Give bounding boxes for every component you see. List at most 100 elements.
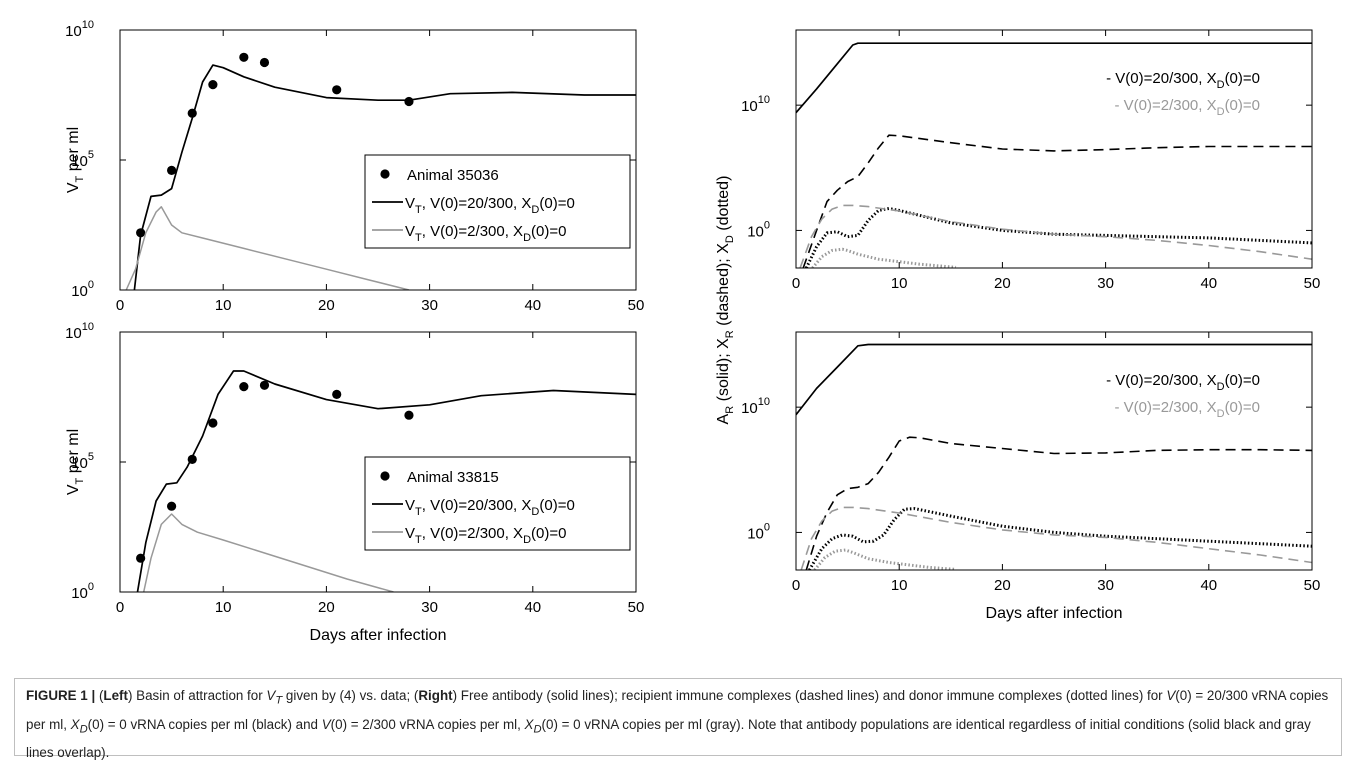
x-tick-label: 20: [318, 599, 335, 616]
y-tick-label: 1010: [65, 321, 94, 342]
x-tick-label: 10: [891, 275, 908, 292]
series-line-dotted: [811, 247, 957, 268]
panel-left-bottom: 0 10 20 30 40 50 100 105 1010 Days after infectio…: [65, 321, 644, 644]
caption-text: (: [98, 688, 104, 703]
caption-text: given by (4) vs. data; (: [282, 688, 419, 703]
series-line-line: [142, 513, 394, 592]
data-point: [332, 389, 342, 399]
caption-text: (0) = 0 vRNA copies per ml (black) and: [87, 716, 322, 732]
legend-box: [364, 456, 631, 551]
x-tick-label: 50: [1304, 275, 1321, 292]
caption-text: (0) = 0 vRNA copies per ml (gray). Note …: [26, 716, 1311, 761]
y-tick-label: 1010: [741, 396, 770, 417]
data-point: [167, 501, 177, 511]
series-line-dashed: [800, 506, 1312, 570]
panel-left-top: 0 10 20 30 40 50 100 105 1010 VT per ml Animal 350…: [65, 19, 644, 314]
data-point: [239, 382, 249, 392]
caption-box: [14, 678, 1342, 756]
data-point: [404, 410, 414, 420]
x-tick-label: 10: [891, 577, 908, 594]
x-tick-label: 40: [1200, 577, 1217, 594]
y-tick-label: 105: [71, 149, 94, 170]
x-tick-label: 30: [421, 297, 438, 314]
legend-label: VT, V(0)=2/300, XD(0)=0: [405, 525, 566, 546]
series-line-line: [136, 370, 636, 592]
caption-math: D: [79, 723, 88, 736]
caption-math: V: [1166, 688, 1176, 703]
x-tick-label: 40: [524, 599, 541, 616]
caption-text: (0) = 20/300 vRNA copies per ml,: [26, 688, 1329, 732]
figure-caption: FIGURE 1 | (Left) Basin of attraction fo…: [26, 684, 1336, 764]
caption-text: ) Free antibody (solid lines); recipient…: [452, 688, 1167, 703]
plot-frame: [795, 29, 1313, 269]
legend-label: VT, V(0)=20/300, XD(0)=0: [405, 497, 575, 518]
caption-right-label: Right: [418, 688, 453, 703]
x-tick-label: 30: [1097, 275, 1114, 292]
legend-label: Animal 35036: [407, 167, 499, 184]
series-group: [796, 42, 1312, 268]
data-point: [404, 96, 414, 107]
series-line-dotted: [804, 207, 1312, 268]
x-tick-label: 40: [524, 297, 541, 314]
series-line-dashed: [805, 436, 1312, 570]
legend-label: VT, V(0)=20/300, XD(0)=0: [405, 195, 575, 216]
caption-math: T: [275, 694, 283, 707]
x-tick-label: 40: [1200, 275, 1217, 292]
legend-label: - V(0)=2/300, XD(0)=0: [1114, 97, 1260, 118]
series-line-line: [133, 64, 636, 290]
series-line-dotted: [813, 548, 957, 570]
y-tick-label: 100: [747, 521, 770, 542]
legend-label: - V(0)=2/300, XD(0)=0: [1114, 399, 1260, 420]
series-group: [136, 370, 636, 592]
caption-figure-label: FIGURE 1 |: [26, 688, 99, 703]
right-y-axis-label: AR (solid); XR (dashed); XD (dotted): [715, 176, 736, 425]
x-tick-label: 30: [1097, 577, 1114, 594]
x-tick-label: 10: [215, 297, 232, 314]
data-point: [167, 165, 177, 175]
x-tick-label: 20: [994, 275, 1011, 292]
x-tick-label: 0: [792, 275, 800, 292]
legend-label: - V(0)=20/300, XD(0)=0: [1106, 70, 1260, 91]
panel-right-bottom: 0 10 20 30 40 50 100 1010 Days after infection - …: [741, 331, 1321, 622]
x-tick-label: 20: [994, 577, 1011, 594]
series-line-dashed: [799, 204, 1312, 268]
y-tick-label: 1010: [741, 94, 770, 115]
x-tick-label: 20: [318, 297, 335, 314]
plot-frame: [795, 331, 1313, 571]
data-point: [208, 80, 218, 90]
legend-label: VT, V(0)=2/300, XD(0)=0: [405, 223, 566, 244]
caption-left-label: Left: [103, 688, 128, 703]
legend-label: Animal 33815: [407, 469, 499, 486]
data-point: [239, 52, 249, 62]
caption-math: V: [266, 688, 276, 703]
caption-text: ) Basin of attraction for: [127, 688, 267, 703]
y-tick-label: 100: [747, 219, 770, 240]
caption-text: (0) = 2/300 vRNA copies per ml,: [330, 716, 525, 732]
x-tick-label: 50: [628, 599, 645, 616]
data-point: [332, 85, 342, 95]
series-line-solid: [796, 42, 1312, 114]
legend-label: - V(0)=20/300, XD(0)=0: [1106, 372, 1260, 393]
caption-math: V: [321, 716, 331, 732]
series-line-dashed: [802, 134, 1312, 268]
y-tick-label: 100: [71, 279, 94, 300]
x-tick-label: 0: [792, 577, 800, 594]
series-group: [125, 52, 636, 290]
panel-right-top: 0 10 20 30 40 50 100 1010 - V(0)=20/300, XD(0)=0…: [741, 29, 1321, 292]
series-group: [796, 343, 1312, 570]
caption-math: X: [70, 716, 80, 732]
series-line-line: [125, 206, 410, 290]
x-tick-label: 0: [116, 599, 124, 616]
y-tick-label: 1010: [65, 19, 94, 40]
x-tick-label: 0: [116, 297, 124, 314]
y-axis-label: VT per ml: [65, 127, 86, 193]
caption-math: D: [533, 723, 542, 736]
x-tick-label: 50: [628, 297, 645, 314]
x-tick-label: 50: [1304, 577, 1321, 594]
y-tick-label: 105: [71, 451, 94, 472]
data-point: [259, 380, 270, 390]
legend-box: [364, 154, 631, 249]
y-tick-label: 100: [71, 581, 94, 602]
caption-math: X: [524, 716, 534, 732]
